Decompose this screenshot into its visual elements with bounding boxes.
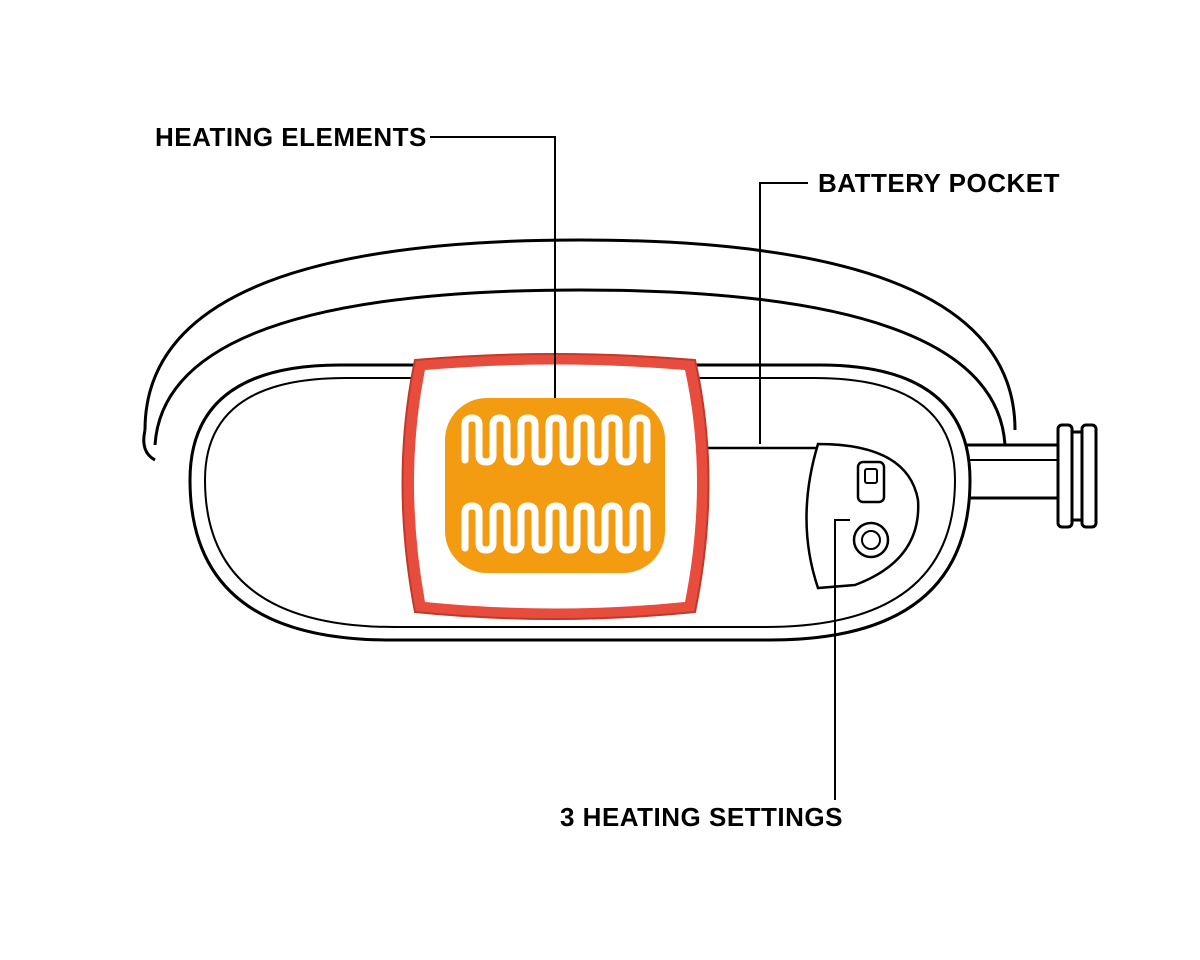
heating-elements-label: HEATING ELEMENTS xyxy=(155,122,427,153)
battery-pocket-label: BATTERY POCKET xyxy=(818,168,1060,199)
belt-buckle xyxy=(1058,425,1096,527)
heating-settings-label: 3 HEATING SETTINGS xyxy=(560,802,843,833)
control-switch xyxy=(858,462,884,502)
control-button xyxy=(854,523,888,557)
